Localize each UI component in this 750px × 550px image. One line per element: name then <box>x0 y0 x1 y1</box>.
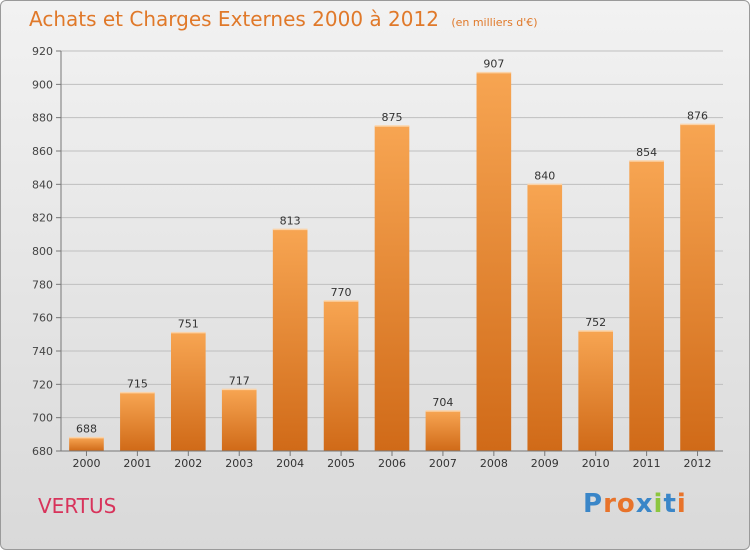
x-tick-label: 2006 <box>378 457 406 470</box>
x-tick-label: 2012 <box>684 457 712 470</box>
y-tick-label: 720 <box>32 378 53 391</box>
chart-title-text: Achats et Charges Externes 2000 à 2012 <box>29 7 439 31</box>
data-label: 751 <box>178 318 199 331</box>
data-label: 715 <box>127 378 148 391</box>
bar-2000 <box>69 437 104 451</box>
data-label: 752 <box>585 316 606 329</box>
data-label: 813 <box>280 214 301 227</box>
x-tick-label: 2009 <box>531 457 559 470</box>
x-tick-label: 2007 <box>429 457 457 470</box>
y-tick-label: 920 <box>32 45 53 58</box>
bar-2009 <box>527 184 563 452</box>
y-tick-label: 740 <box>32 345 53 358</box>
data-label: 854 <box>636 146 657 159</box>
logo-letter: P <box>583 489 604 519</box>
commune-name: VERTUS <box>38 494 117 518</box>
bar-2003 <box>221 389 257 451</box>
logo-letter: i <box>676 489 687 519</box>
y-tick-label: 880 <box>32 112 53 125</box>
data-label: 840 <box>534 169 555 182</box>
bar-2001 <box>120 392 155 451</box>
x-tick-label: 2008 <box>480 457 508 470</box>
y-tick-label: 800 <box>32 245 53 258</box>
logo-letter: i <box>653 489 664 519</box>
axes: 680 700 720 740 760 780 800 820 840 860 880 900 920 2… <box>32 45 723 470</box>
bar-2005 <box>323 301 359 451</box>
bar-2002 <box>170 332 206 451</box>
y-tick-label: 860 <box>32 145 53 158</box>
data-label: 770 <box>331 286 352 299</box>
x-tick-label: 2000 <box>72 457 100 470</box>
logo-letter: r <box>603 489 617 519</box>
y-tick-label: 840 <box>32 178 53 191</box>
bar-2012 <box>680 124 715 451</box>
y-tick-label: 760 <box>32 312 53 325</box>
y-tick-label: 680 <box>32 445 53 458</box>
x-tick-label: 2005 <box>327 457 355 470</box>
bars: 688 715 751 717 813 770 875 704 907 840 752 854 876 <box>69 58 715 452</box>
x-tick-label: 2010 <box>582 457 610 470</box>
data-label: 688 <box>76 423 97 436</box>
x-tick-label: 2003 <box>225 457 253 470</box>
y-tick-label: 700 <box>32 412 53 425</box>
logo-letter: x <box>635 489 654 519</box>
data-label: 907 <box>483 58 504 71</box>
data-label: 876 <box>687 109 708 122</box>
y-tick-label: 820 <box>32 212 53 225</box>
proxiti-logo: Proxiti <box>583 489 687 519</box>
bar-2004 <box>272 229 308 451</box>
bar-2011 <box>629 161 664 451</box>
chart-title: Achats et Charges Externes 2000 à 2012 (… <box>29 7 538 31</box>
logo-letter: t <box>663 489 677 519</box>
x-tick-label: 2011 <box>633 457 661 470</box>
chart-subtitle: (en milliers d'€) <box>451 16 538 29</box>
y-tick-label: 900 <box>32 78 53 91</box>
data-label: 875 <box>382 111 403 124</box>
data-label: 717 <box>229 374 250 387</box>
bar-2010 <box>578 331 614 451</box>
logo-letter: o <box>616 489 636 519</box>
y-tick-label: 780 <box>32 278 53 291</box>
x-tick-label: 2002 <box>174 457 202 470</box>
bar-2008 <box>476 72 512 452</box>
data-label: 704 <box>432 396 453 409</box>
x-tick-label: 2004 <box>276 457 304 470</box>
x-tick-label: 2001 <box>123 457 151 470</box>
bar-2006 <box>374 126 410 451</box>
bar-2007 <box>425 411 461 451</box>
